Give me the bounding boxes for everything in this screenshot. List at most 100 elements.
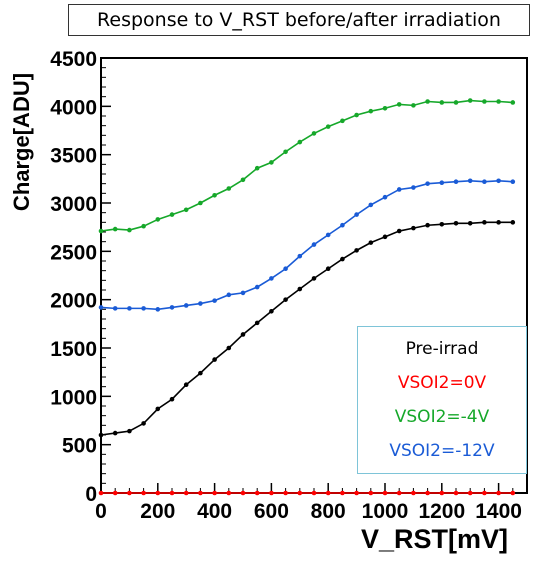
data-point: [368, 202, 374, 208]
data-point: [311, 490, 317, 496]
x-tick-label: 600: [254, 500, 289, 523]
data-point: [254, 284, 260, 290]
data-point: [311, 131, 317, 136]
data-point: [496, 220, 501, 225]
data-point: [169, 396, 175, 402]
data-point: [212, 298, 217, 303]
legend-entry-vsoi2-0v: VSOI2=0V: [397, 373, 487, 393]
data-point: [467, 178, 473, 184]
data-point: [396, 187, 402, 192]
data-point: [496, 490, 501, 496]
data-point: [212, 490, 217, 496]
data-point: [496, 99, 501, 104]
y-tick-label: 3500: [50, 145, 97, 168]
data-point: [439, 180, 445, 185]
data-point: [240, 490, 246, 496]
legend-entry-pre-irrad: Pre-irrad: [405, 339, 479, 359]
data-point: [198, 370, 203, 376]
data-point: [283, 149, 288, 155]
data-point: [155, 307, 161, 312]
data-point: [439, 100, 445, 105]
tick-labels: 0 500 1000 1500 2000 2500 3000 3500 4000 4500 0 200…: [50, 48, 522, 523]
data-point: [183, 490, 189, 496]
y-tick-label: 2000: [50, 290, 97, 313]
data-point: [226, 292, 232, 298]
data-point: [254, 165, 260, 171]
x-tick-label: 200: [140, 500, 175, 523]
data-point: [169, 212, 175, 217]
data-point: [510, 100, 516, 105]
data-point: [325, 232, 331, 238]
data-point: [482, 490, 487, 496]
data-point: [297, 139, 303, 145]
y-tick-label: 4500: [50, 48, 97, 71]
data-point: [340, 256, 345, 262]
data-point: [396, 102, 402, 107]
data-point: [411, 225, 416, 231]
data-point: [411, 185, 416, 190]
data-point: [382, 234, 388, 240]
x-tick-label: 1200: [418, 500, 465, 523]
data-point: [340, 118, 345, 124]
data-point: [453, 179, 459, 185]
series-layer: [98, 98, 516, 496]
data-point: [297, 253, 303, 259]
y-axis-label: Charge[ADU]: [9, 72, 34, 212]
data-point: [425, 99, 430, 104]
data-point: [425, 490, 430, 496]
legend-entry-vsoi2-12v: VSOI2=-12V: [389, 441, 495, 461]
y-tick-label: 2500: [50, 241, 97, 264]
data-point: [141, 223, 146, 229]
data-point: [212, 192, 217, 198]
x-tick-label: 400: [197, 500, 232, 523]
data-point: [226, 186, 232, 191]
series-line: [100, 99, 513, 232]
data-point: [425, 222, 430, 228]
data-point: [453, 490, 459, 496]
data-point: [354, 490, 359, 496]
data-point: [112, 306, 118, 311]
x-axis-label: V_RST[mV]: [360, 524, 508, 554]
data-point: [482, 99, 487, 104]
legend: Pre-irrad VSOI2=0V VSOI2=-4V VSOI2=-12V: [357, 326, 527, 474]
data-point: [368, 240, 374, 245]
data-point: [198, 301, 203, 306]
data-point: [240, 290, 246, 296]
data-point: [297, 490, 303, 496]
data-point: [98, 305, 104, 310]
data-point: [510, 220, 516, 225]
data-point: [269, 160, 274, 165]
x-tick-label: 1000: [362, 500, 409, 523]
data-point: [325, 490, 331, 496]
series-line: [100, 221, 513, 436]
legend-entry-vsoi2-4v: VSOI2=-4V: [394, 407, 490, 427]
data-point: [254, 490, 260, 496]
data-point: [439, 221, 445, 227]
y-tick-label: 500: [62, 435, 97, 458]
data-point: [198, 490, 203, 496]
data-point: [141, 306, 146, 311]
y-tick-label: 1500: [50, 338, 97, 361]
data-point: [368, 108, 374, 114]
data-point: [382, 194, 388, 200]
data-point: [112, 430, 118, 436]
data-point: [297, 286, 303, 292]
data-point: [98, 228, 104, 234]
data-point: [240, 332, 246, 337]
data-point: [325, 266, 331, 272]
data-point: [467, 98, 473, 103]
data-point: [269, 490, 274, 496]
data-point: [269, 276, 274, 281]
data-point: [212, 357, 217, 362]
data-point: [183, 207, 189, 213]
data-point: [467, 221, 473, 226]
y-tick-label: 1000: [50, 386, 97, 409]
data-point: [240, 177, 246, 183]
y-tick-label: 0: [85, 483, 97, 506]
data-point: [340, 490, 345, 496]
data-point: [155, 217, 161, 222]
series-2: [98, 98, 516, 234]
data-point: [311, 276, 317, 281]
data-point: [98, 432, 104, 438]
